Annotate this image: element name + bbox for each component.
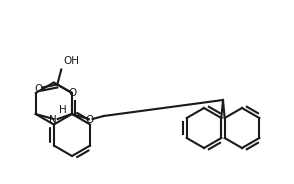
Text: O: O [86, 115, 94, 125]
Text: N: N [49, 115, 56, 125]
Text: OH: OH [63, 56, 79, 66]
Text: H: H [59, 105, 66, 115]
Text: O: O [69, 88, 77, 98]
Text: O: O [34, 84, 42, 93]
